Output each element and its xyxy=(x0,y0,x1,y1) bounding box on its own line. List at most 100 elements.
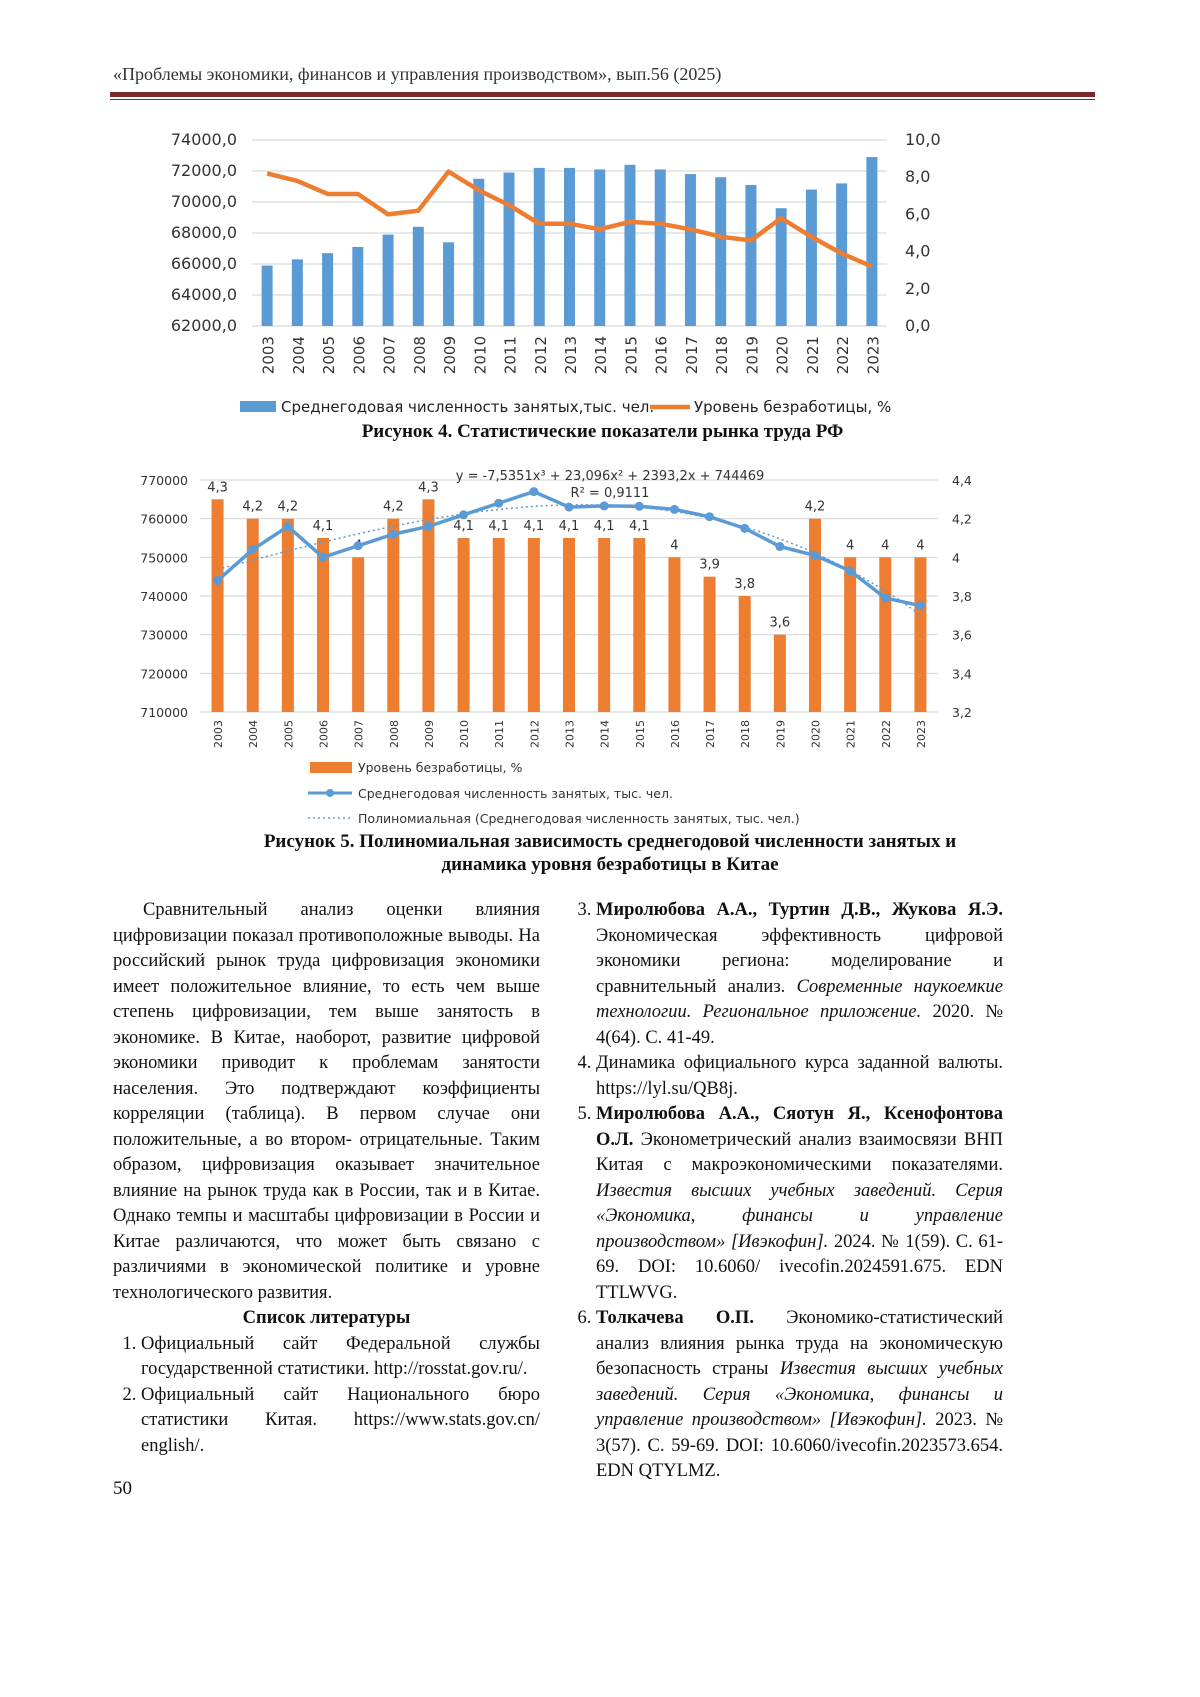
bar-2006 xyxy=(352,246,364,326)
x-tick-label: 2007 xyxy=(381,336,399,374)
x-tick-label: 2003 xyxy=(260,336,278,374)
x-tick-label: 2020 xyxy=(774,336,792,374)
x-tick-label: 2013 xyxy=(562,336,580,374)
bar-2004 xyxy=(246,518,259,712)
trendline xyxy=(217,504,921,616)
x-tick-label: 2021 xyxy=(804,336,822,374)
bar-2017 xyxy=(684,174,696,326)
bar-2017 xyxy=(703,576,716,712)
x-tick-label: 2005 xyxy=(320,336,338,374)
x-tick-label: 2023 xyxy=(915,720,928,748)
line-point-2012 xyxy=(529,487,539,497)
x-tick-label: 2021 xyxy=(845,720,858,748)
reference-item: Официальный сайт Национального бюро стат… xyxy=(141,1383,540,1460)
data-label: 4,1 xyxy=(559,519,580,534)
references-heading: Список литературы xyxy=(242,1308,411,1328)
reference-segment: Эконометрический анализ взаимосвязи ВНП … xyxy=(596,1129,1003,1176)
reference-item: Динамика официального курса заданной вал… xyxy=(596,1051,1003,1102)
bar-2023 xyxy=(914,557,927,712)
x-tick-label: 2017 xyxy=(683,336,701,374)
bar-2013 xyxy=(563,538,575,712)
bar-2003 xyxy=(261,265,273,326)
data-label: 4,1 xyxy=(594,519,615,534)
bar-2023 xyxy=(866,157,878,326)
bar-2007 xyxy=(352,557,365,712)
data-label: 4,2 xyxy=(278,500,299,515)
line-point-2005 xyxy=(283,521,293,531)
y-tick-label: 62000,0 xyxy=(171,316,237,335)
x-tick-label: 2017 xyxy=(704,720,717,748)
y2-tick-label: 6,0 xyxy=(905,204,930,223)
reference-segment: Миролюбова А.А., Сяотун Я., Ксенофонтова… xyxy=(596,1104,1003,1150)
bar-2007 xyxy=(382,234,394,326)
legend-swatch-employment xyxy=(240,401,276,412)
x-tick-label: 2019 xyxy=(774,720,787,748)
line-point-2008 xyxy=(388,529,398,539)
chart-china-employment: 710000 720000 730000 740000 750000 760000 7700… xyxy=(140,469,972,826)
x-tick-label: 2018 xyxy=(739,720,752,748)
y2-tick-label: 4,0 xyxy=(905,242,930,261)
y-tick-label: 740000 xyxy=(140,589,188,604)
bar-2014 xyxy=(594,169,606,326)
x-tick-label: 2022 xyxy=(834,336,852,374)
y2-tick-label: 10,0 xyxy=(905,130,941,149)
data-label: 4,3 xyxy=(418,480,439,495)
bar-2013 xyxy=(564,167,575,326)
y2-tick-label: 4,4 xyxy=(952,473,972,488)
x-tick-label: 2019 xyxy=(743,336,761,374)
x-tick-label: 2011 xyxy=(502,336,520,374)
y2-tick-label: 3,8 xyxy=(952,589,972,604)
x-tick-label: 2003 xyxy=(212,720,225,748)
data-label: 4,2 xyxy=(805,500,826,515)
line-point-2004 xyxy=(248,545,258,555)
line-point-2020 xyxy=(810,550,820,560)
bar-2009 xyxy=(443,242,455,326)
reference-item: Миролюбова А.А., Туртин Д.В., Жукова Я.Э… xyxy=(596,898,1003,1051)
reference-segment: Известия высших учебных заведений. Серия… xyxy=(596,1180,1003,1252)
x-tick-label: 2022 xyxy=(880,720,893,748)
y-tick-label: 68000,0 xyxy=(171,223,237,242)
legend-swatch-unemployment xyxy=(310,762,352,773)
bar-2016 xyxy=(654,169,666,326)
legend-label: Уровень безработицы, % xyxy=(358,760,522,775)
bar-2003 xyxy=(211,499,224,712)
x-tick-label: 2005 xyxy=(282,720,295,748)
bar-2019 xyxy=(773,634,786,712)
x-tick-label: 2011 xyxy=(493,720,506,748)
y-tick-label: 710000 xyxy=(140,705,188,720)
y-tick-label: 70000,0 xyxy=(171,192,237,211)
y2-tick-label: 3,4 xyxy=(952,666,972,681)
legend-label: Среднегодовая численность занятых,тыс. ч… xyxy=(281,398,654,416)
x-tick-label: 2014 xyxy=(599,720,612,748)
bar-2011 xyxy=(503,172,515,326)
reference-list: Официальный сайт Федеральной службы госу… xyxy=(113,1332,540,1460)
legend-label: Полиномиальная (Среднегодовая численност… xyxy=(358,811,800,826)
reference-segment: Динамика официального курса заданной вал… xyxy=(596,1053,1003,1099)
x-tick-label: 2008 xyxy=(388,720,401,748)
reference-segment: 2020. № 4(64). С. 41-49. xyxy=(596,1002,1003,1048)
x-tick-label: 2018 xyxy=(713,336,731,374)
x-tick-label: 2016 xyxy=(669,720,682,748)
data-label: 3,9 xyxy=(699,558,720,573)
page-number: 50 xyxy=(113,1478,132,1499)
y2-tick-label: 0,0 xyxy=(905,316,930,335)
bar-2016 xyxy=(668,557,681,712)
line-point-2016 xyxy=(669,504,679,514)
data-label: 4 xyxy=(916,538,924,553)
reference-segment: 2024. № 1(59). С. 61-69. DOI: 10.6060/ i… xyxy=(596,1231,1003,1303)
x-tick-label: 2012 xyxy=(528,720,541,748)
line-point-2018 xyxy=(740,523,750,533)
line-point-2010 xyxy=(459,510,469,520)
bar-2021 xyxy=(844,557,857,712)
x-tick-label: 2010 xyxy=(458,720,471,748)
left-column: Сравнительный анализ оценки влияния цифр… xyxy=(113,898,540,1459)
reference-item: Толкачева О.П. Экономико-статистический … xyxy=(596,1306,1003,1485)
reference-segment: Миролюбова А.А., Туртин Д.В., Жукова Я.Э… xyxy=(596,900,1003,920)
chart-russia-labor-market: 62000,0 64000,0 66000,0 68000,0 70000,0 72000… xyxy=(171,130,941,416)
bar-2015 xyxy=(633,538,646,712)
bar-2008 xyxy=(412,226,424,326)
x-tick-label: 2004 xyxy=(247,720,260,748)
reference-segment: Известия высших учебных заведений. Серия… xyxy=(596,1359,1003,1430)
x-tick-label: 2006 xyxy=(318,720,331,748)
line-point-2007 xyxy=(353,541,363,551)
